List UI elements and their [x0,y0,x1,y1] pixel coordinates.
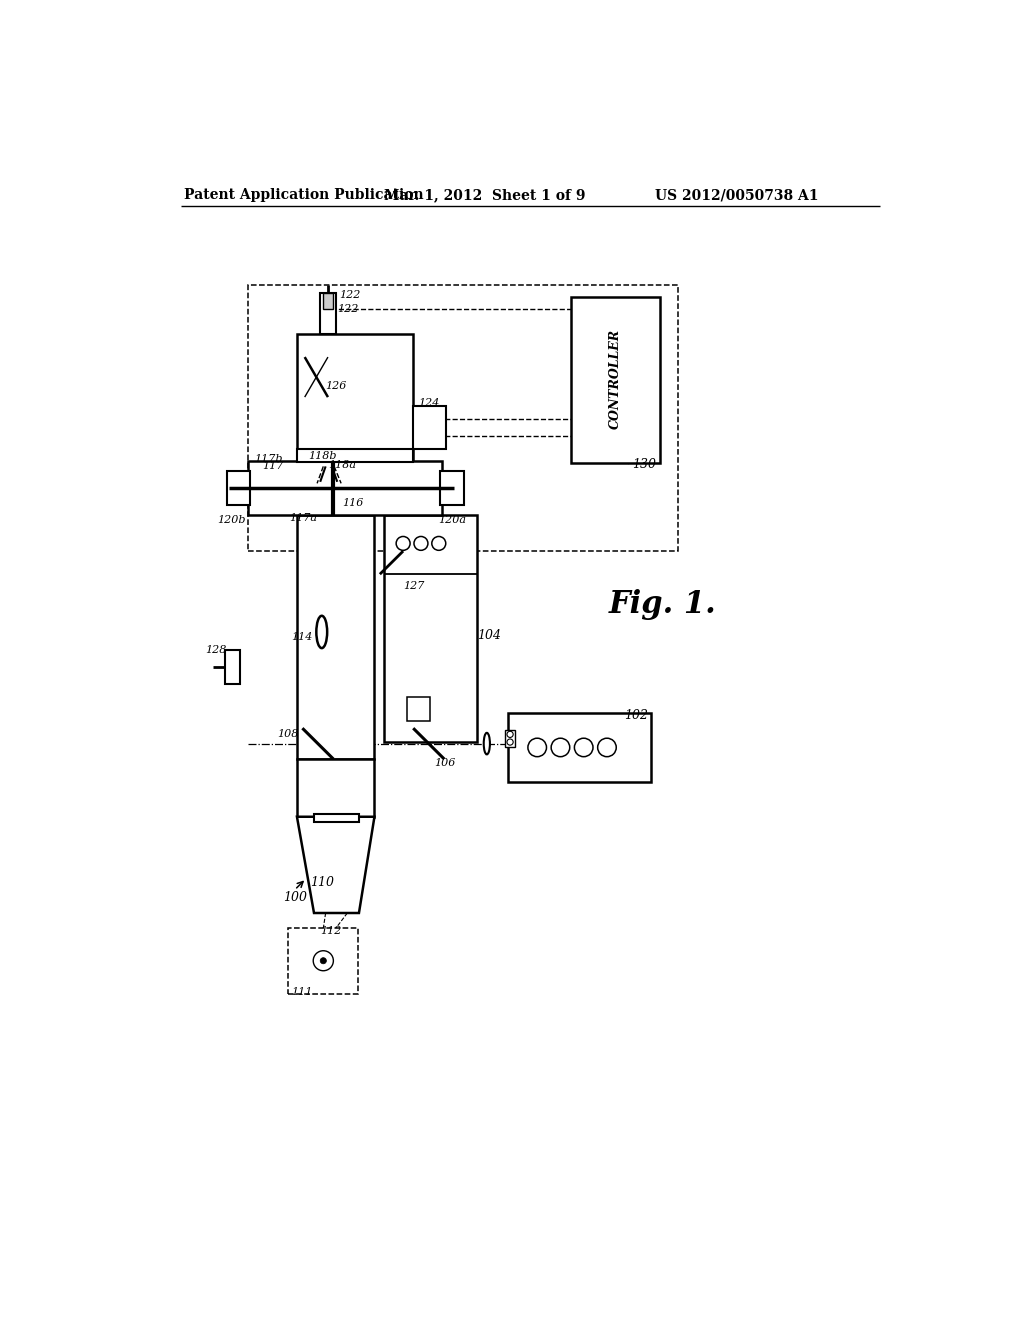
Text: 128: 128 [206,644,227,655]
Bar [440,471,464,506]
Bar [414,407,445,449]
Text: 122: 122 [339,290,360,301]
Bar [297,334,414,461]
Text: Mar. 1, 2012  Sheet 1 of 9: Mar. 1, 2012 Sheet 1 of 9 [384,189,586,202]
Text: 124: 124 [419,399,440,408]
Text: 116: 116 [343,498,365,508]
Bar [248,461,442,515]
Text: 112: 112 [321,925,342,936]
Text: 111: 111 [291,986,312,997]
Bar [571,297,660,462]
Text: US 2012/0050738 A1: US 2012/0050738 A1 [655,189,818,202]
Text: Patent Application Publication: Patent Application Publication [183,189,424,202]
Bar [289,928,358,994]
Text: 108: 108 [276,730,298,739]
Text: CONTROLLER: CONTROLLER [609,329,622,429]
Bar [506,730,515,747]
Text: 118b: 118b [308,450,336,461]
Bar [407,697,430,721]
Text: Fig. 1.: Fig. 1. [608,590,716,620]
Bar [314,814,359,822]
Text: 120b: 120b [217,515,246,525]
Text: 110: 110 [310,875,334,888]
Text: 117b: 117b [254,454,283,463]
Bar [227,471,251,506]
Text: 117: 117 [262,462,284,471]
Ellipse shape [316,615,328,648]
Text: 100: 100 [283,891,307,904]
Text: 130: 130 [632,458,655,471]
Bar [508,713,651,781]
Bar [248,285,678,552]
Circle shape [321,958,327,964]
Text: 104: 104 [477,630,501,643]
Bar [324,293,333,309]
Text: 102: 102 [624,709,648,722]
Text: 127: 127 [403,581,425,591]
Bar [297,450,414,462]
Polygon shape [297,817,375,913]
Bar [225,649,241,684]
Text: 126: 126 [326,380,347,391]
Bar [384,515,477,742]
Text: 117a: 117a [289,513,317,523]
Text: 118a: 118a [328,459,356,470]
Bar [321,293,336,334]
Text: 122: 122 [337,304,358,314]
Bar [297,759,375,817]
Text: 106: 106 [434,758,456,768]
Bar [297,515,375,759]
Ellipse shape [483,733,489,755]
Text: 120a: 120a [438,515,466,525]
Text: 114: 114 [291,632,312,643]
